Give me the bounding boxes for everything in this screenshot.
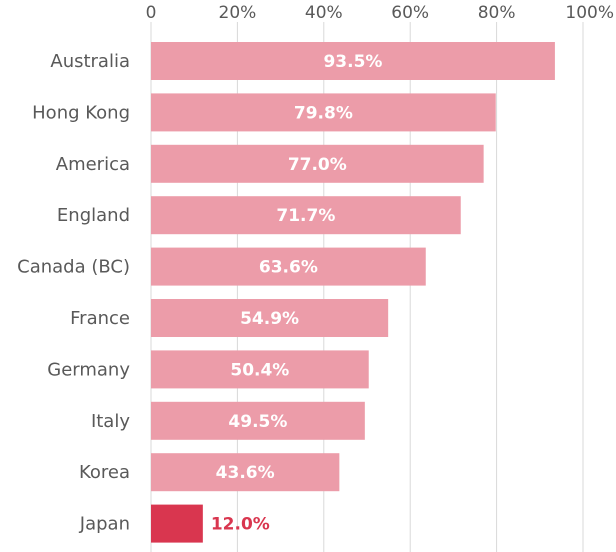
x-tick-label: 40% [305,3,343,23]
bar-america [151,144,484,183]
bar-france [151,299,389,337]
category-label: Australia [50,51,130,72]
bar-australia [151,42,555,80]
x-tick-label: 100% [565,3,614,23]
bar-germany [151,350,369,389]
bar-hong-kong [151,93,496,132]
x-tick-label: 60% [391,3,429,23]
category-label: Germany [47,359,130,380]
value-label: 93.5% [323,52,382,72]
category-label: Korea [79,462,130,483]
value-label: 79.8% [294,103,353,123]
bar-canada-bc [151,247,426,286]
x-axis-ticks: 0 20% 40% 60% 80% 100% [146,3,614,23]
category-label: Japan [79,514,130,535]
bar-korea [151,453,340,492]
x-tick-label: 80% [478,3,516,23]
bars [151,42,555,543]
value-label: 43.6% [216,463,275,483]
bar-england [151,196,461,235]
category-label: France [70,308,130,329]
category-label: Italy [91,411,130,432]
category-label: Hong Kong [32,102,130,123]
value-label: 63.6% [259,258,318,278]
value-label: 71.7% [276,206,335,226]
category-labels: Australia Hong Kong America England Canada (… [17,51,130,535]
value-label: 49.5% [228,412,287,432]
x-tick-label: 20% [219,3,257,23]
value-label: 12.0% [211,515,270,535]
bar-italy [151,401,365,440]
bar-japan [151,504,203,543]
value-label: 77.0% [288,155,347,175]
category-label: America [56,154,130,175]
value-labels: 93.5% 79.8% 77.0% 71.7% 63.6% 54.9% 50.4% 49.5%… [211,52,383,535]
category-label: Canada (BC) [17,257,130,278]
x-tick-label: 0 [146,3,157,23]
category-label: England [57,205,130,226]
value-label: 54.9% [240,309,299,329]
value-label: 50.4% [230,360,289,380]
